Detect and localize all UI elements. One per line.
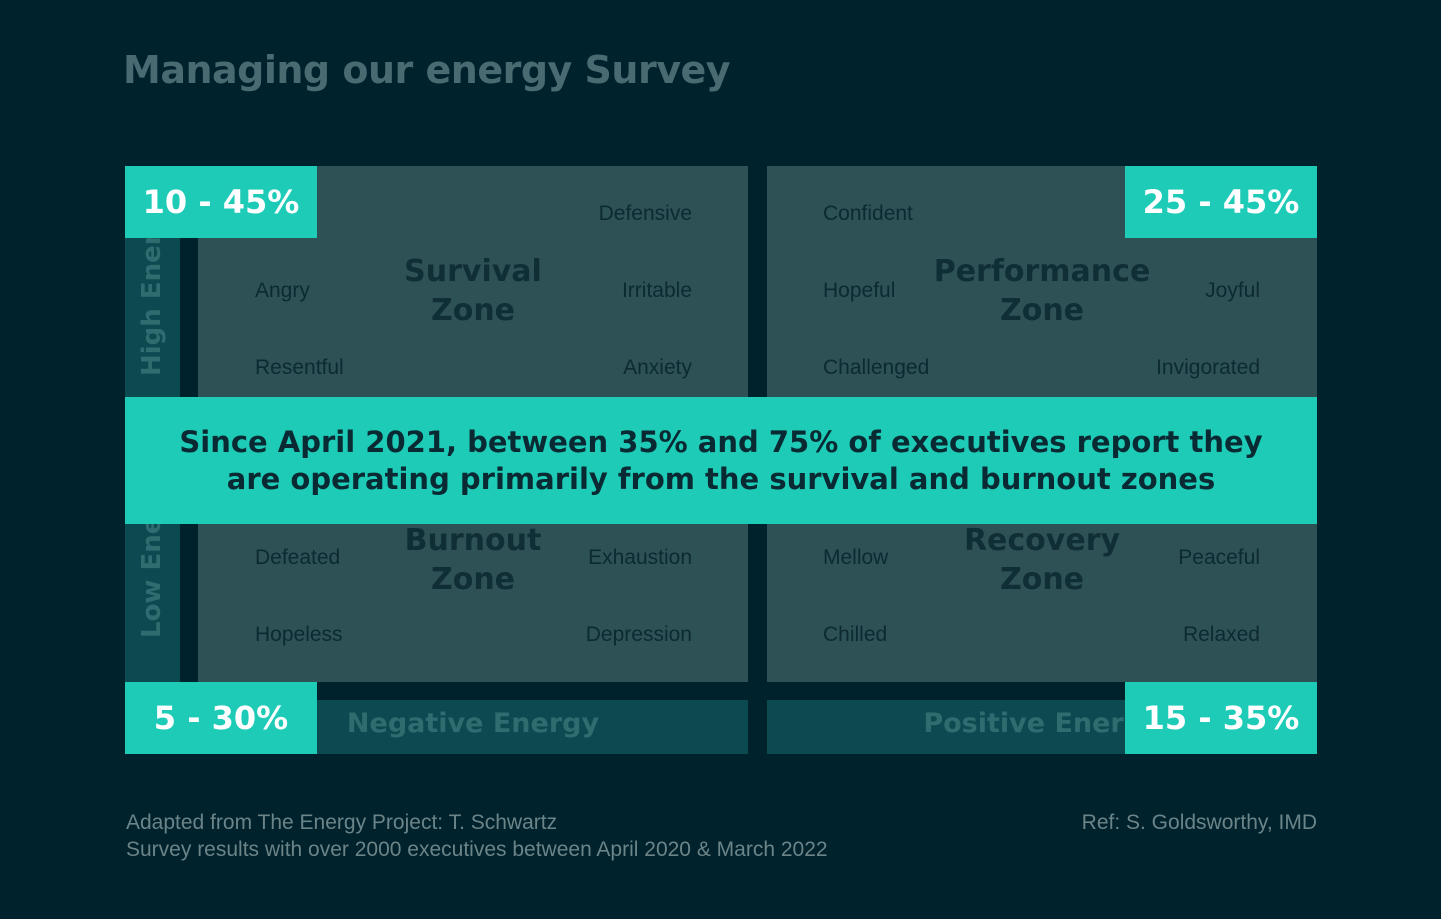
- axis-strip: [125, 524, 180, 682]
- axis-label: Positive Energy: [923, 708, 1161, 739]
- emotion-word: Invigorated: [1156, 356, 1260, 379]
- banner: Since April 2021, between 35% and 75% of…: [125, 397, 1317, 524]
- title: Managing our energy Survey: [123, 48, 731, 92]
- footer-note: Survey results with over 2000 executives…: [126, 838, 828, 861]
- emotion-word: Anxiety: [623, 356, 692, 379]
- zone-title: Performance Zone: [933, 254, 1151, 328]
- zone-panel: [767, 524, 1317, 682]
- emotion-word: Defensive: [598, 202, 692, 225]
- emotion-word: Hopeful: [823, 279, 896, 302]
- emotion-word: Challenged: [823, 356, 930, 379]
- percent-badge: 10 - 45%: [125, 166, 317, 238]
- percent-badge: 25 - 45%: [1125, 166, 1317, 238]
- emotion-word: Exhaustion: [588, 546, 692, 569]
- emotion-word: Angry: [255, 279, 310, 302]
- zone-title: Recovery Zone: [963, 523, 1121, 597]
- zone-panel: [198, 524, 748, 682]
- axis-label: Negative Energy: [346, 708, 600, 739]
- percent-badge: 5 - 30%: [125, 682, 317, 754]
- emotion-word: Joyful: [1205, 279, 1260, 302]
- emotion-word: Relaxed: [1182, 623, 1260, 646]
- emotion-word: Irritable: [621, 279, 692, 302]
- emotion-word: Chilled: [823, 623, 888, 646]
- footer-source: Adapted from The Energy Project: T. Schw…: [126, 811, 558, 834]
- zone-title: Survival Zone: [404, 254, 542, 328]
- emotion-word: Hopeless: [255, 623, 343, 646]
- emotion-word: Defeated: [255, 546, 341, 569]
- emotion-word: Confident: [823, 202, 913, 225]
- emotion-word: Resentful: [255, 356, 344, 379]
- emotion-word: Peaceful: [1178, 546, 1260, 569]
- zone-title: Burnout Zone: [404, 523, 542, 597]
- emotion-word: Mellow: [823, 546, 889, 569]
- emotion-word: Depression: [585, 623, 692, 646]
- percent-badge: 15 - 35%: [1125, 682, 1317, 754]
- footer-ref: Ref: S. Goldsworthy, IMD: [1081, 811, 1317, 834]
